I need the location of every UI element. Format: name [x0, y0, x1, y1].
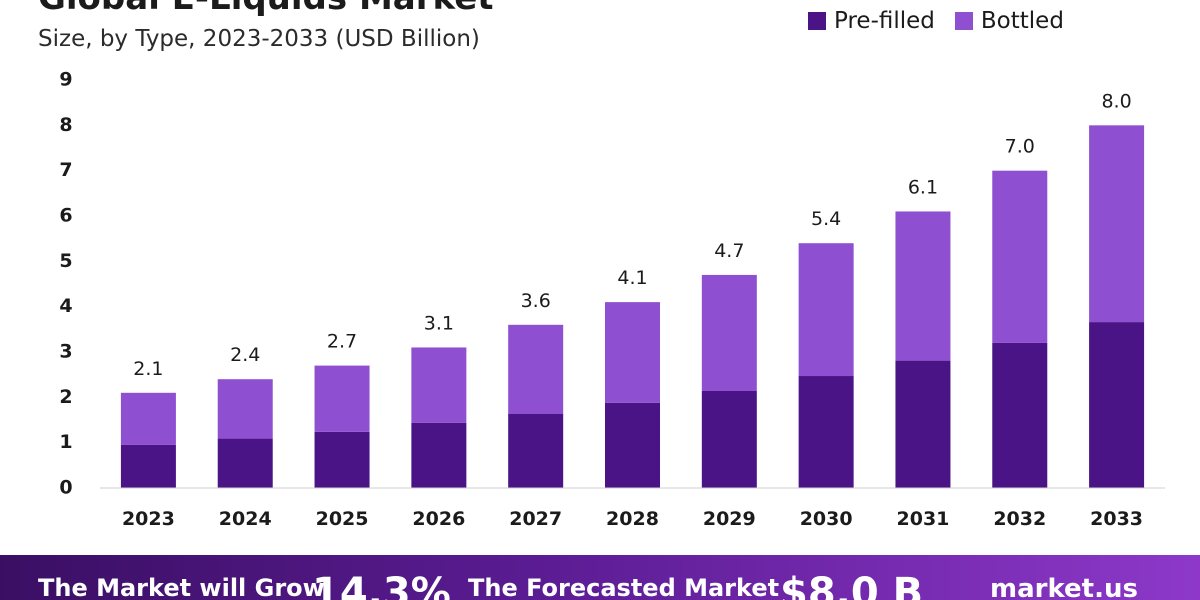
total-value-label: 3.6 — [521, 290, 551, 312]
footer-market-value: $8.0 B — [780, 570, 924, 600]
bar-segment-pre-filled — [411, 422, 467, 488]
x-axis: 2023 2024 2025 2026 2027 2028 2029 2030 2031 2032… — [122, 508, 1143, 530]
total-value-label: 5.4 — [811, 208, 841, 230]
legend-swatch-pre-filled — [808, 12, 826, 30]
bar-segment-bottled — [411, 347, 467, 423]
bar-segment-bottled — [120, 392, 176, 445]
total-value-label: 6.1 — [908, 176, 938, 198]
total-value-label: 3.1 — [424, 312, 454, 334]
bar-segment-bottled — [701, 274, 757, 391]
bar-segment-pre-filled — [508, 413, 564, 488]
chart-title: Global E-Liquids Market — [38, 0, 494, 18]
x-tick-label: 2029 — [703, 508, 756, 530]
legend-swatch-bottled — [954, 12, 973, 30]
x-tick-label: 2027 — [509, 508, 562, 530]
bar-segment-pre-filled — [798, 376, 854, 488]
y-tick-label: 3 — [59, 341, 72, 363]
legend: Pre-filled Bottled — [808, 6, 1064, 36]
x-tick-label: 2025 — [316, 508, 369, 530]
y-axis: 0 1 2 3 4 5 6 7 8 9 — [59, 69, 72, 499]
bars — [120, 125, 1145, 488]
bar-segment-bottled — [895, 211, 951, 361]
x-tick-label: 2024 — [219, 508, 272, 530]
y-tick-label: 9 — [59, 69, 72, 91]
total-value-label: 2.7 — [327, 331, 357, 353]
bar-segment-pre-filled — [605, 402, 660, 488]
bar-segment-pre-filled — [701, 390, 757, 488]
footer-cagr-value: 14.3% — [312, 570, 451, 600]
bar-segment-bottled — [992, 170, 1048, 343]
bar-segment-bottled — [605, 302, 660, 403]
total-value-label: 2.1 — [133, 358, 163, 380]
x-tick-label: 2032 — [993, 508, 1046, 530]
bar-segment-pre-filled — [992, 342, 1048, 488]
chart-subtitle: Size, by Type, 2023-2033 (USD Billion) — [38, 26, 480, 52]
y-tick-label: 0 — [59, 477, 72, 499]
legend-item-pre-filled: Pre-filled — [808, 8, 935, 34]
y-tick-label: 2 — [59, 386, 72, 408]
y-tick-label: 7 — [59, 159, 72, 181]
footer-banner: The Market will Grow 14.3% The Forecaste… — [0, 555, 1200, 600]
total-value-label: 8.0 — [1101, 90, 1131, 112]
total-value-label: 7.0 — [1005, 136, 1035, 158]
x-tick-label: 2026 — [412, 508, 465, 530]
footer-grow-text: The Market will Grow — [38, 574, 325, 600]
bar-segment-bottled — [1089, 125, 1145, 323]
bar-segment-bottled — [314, 365, 370, 432]
y-tick-label: 1 — [59, 431, 72, 453]
legend-label-pre-filled: Pre-filled — [834, 8, 935, 34]
bar-segment-pre-filled — [895, 360, 951, 488]
legend-label-bottled: Bottled — [980, 8, 1064, 34]
chart-header: Global E-Liquids Market Size, by Type, 2… — [0, 0, 1200, 70]
brand-logo-text: market.us — [990, 574, 1138, 600]
bar-segment-pre-filled — [217, 438, 273, 488]
x-tick-label: 2031 — [897, 508, 950, 530]
bar-segment-bottled — [798, 243, 854, 377]
bar-segment-pre-filled — [314, 431, 370, 488]
y-tick-label: 5 — [59, 250, 72, 272]
total-value-label: 2.4 — [230, 344, 260, 366]
y-tick-label: 4 — [59, 295, 72, 317]
x-tick-label: 2023 — [122, 508, 175, 530]
total-value-label: 4.7 — [714, 240, 744, 262]
x-tick-label: 2028 — [606, 508, 659, 530]
y-tick-label: 6 — [59, 205, 72, 227]
x-tick-label: 2030 — [800, 508, 853, 530]
x-tick-label: 2033 — [1090, 508, 1143, 530]
total-value-label: 4.1 — [617, 267, 647, 289]
bar-segment-bottled — [217, 379, 273, 439]
footer-forecast-text: The Forecasted Market — [468, 574, 780, 600]
bar-segment-bottled — [508, 324, 564, 414]
bar-segment-pre-filled — [1089, 322, 1145, 488]
legend-item-bottled: Bottled — [954, 8, 1064, 34]
y-tick-label: 8 — [59, 114, 72, 136]
total-labels: 2.1 2.4 2.7 3.1 3.6 4.1 4.7 5.4 6.1 7.0 8.0 — [133, 90, 1131, 379]
bar-segment-pre-filled — [120, 444, 176, 488]
